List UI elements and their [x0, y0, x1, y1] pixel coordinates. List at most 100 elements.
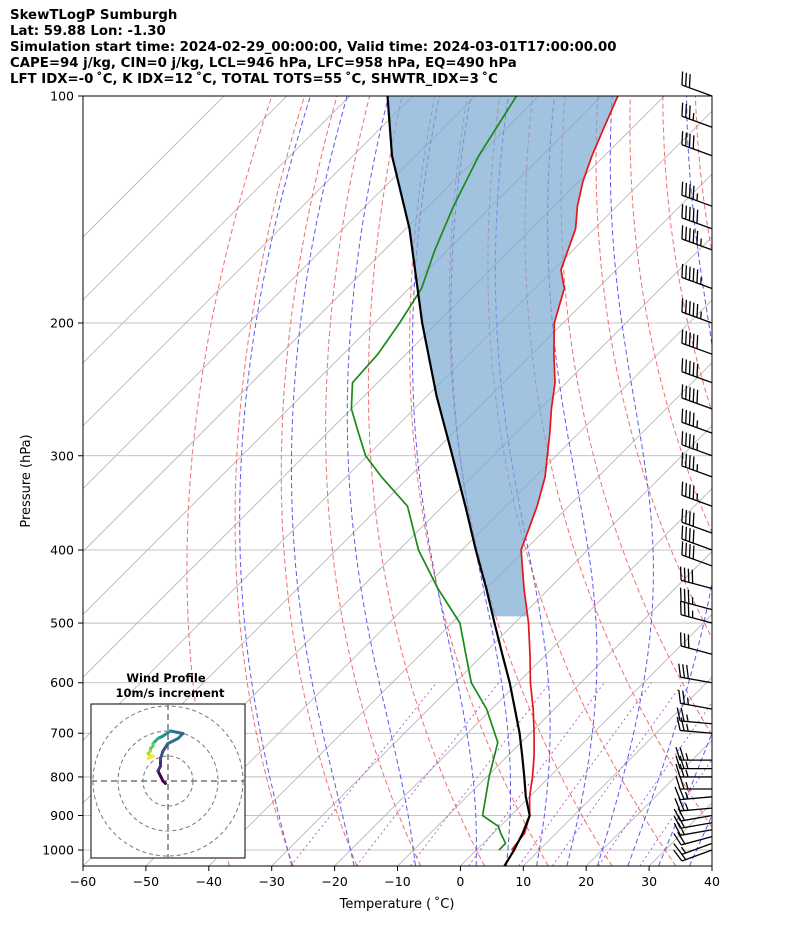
- moist-adiabat: [411, 96, 477, 866]
- x-tick-label: −50: [133, 874, 159, 889]
- wind-barb: [681, 298, 713, 324]
- wind-barb: [681, 225, 713, 251]
- wind-barb: [679, 632, 713, 655]
- inset-title: Wind Profile: [126, 671, 206, 685]
- dry-adiabat: [595, 96, 712, 640]
- isotherm-line: [271, 425, 712, 866]
- moist-adiabat: [346, 96, 416, 866]
- moist-adiabat: [658, 731, 712, 866]
- hodograph-ring: [117, 730, 219, 832]
- wind-barb: [681, 204, 713, 230]
- mixing-ratio-line: [639, 758, 712, 866]
- wind-barb: [681, 263, 713, 290]
- y-tick-label: 1000: [42, 843, 74, 858]
- temperature-profile: [510, 96, 619, 851]
- isotherm-line: [334, 488, 712, 866]
- wind-barb: [681, 525, 713, 551]
- wind-barb: [678, 663, 713, 684]
- dry-adiabat: [325, 96, 422, 866]
- wind-barb: [678, 689, 713, 710]
- station-coords: Lat: 59.88 Lon: -1.30: [10, 24, 166, 39]
- cape-indices: CAPE=94 j/kg, CIN=0 j/kg, LCL=946 hPa, L…: [10, 56, 517, 71]
- isotherm-line: [83, 96, 413, 427]
- isotherm-line: [83, 96, 225, 238]
- isotherm-line: [523, 676, 712, 866]
- x-tick-label: −20: [321, 874, 347, 889]
- y-tick-label: 400: [50, 542, 74, 557]
- dry-adiabat: [280, 96, 358, 866]
- wind-barb: [675, 755, 712, 770]
- hodograph: [91, 704, 245, 858]
- mixing-ratio-line: [468, 682, 605, 866]
- isotherm-line: [775, 96, 794, 866]
- y-tick-label: 100: [50, 89, 74, 104]
- wind-barb: [679, 587, 713, 611]
- isotherm-line: [83, 96, 476, 490]
- wind-barb: [675, 775, 712, 790]
- moist-adiabat: [290, 96, 355, 866]
- mixing-ratio-line: [551, 682, 684, 866]
- hodograph-segment: [166, 737, 180, 745]
- mixing-ratio-line: [410, 682, 550, 866]
- moist-adiabat: [239, 96, 311, 866]
- moist-adiabat: [720, 96, 794, 866]
- wind-barb: [681, 384, 713, 410]
- wind-barb: [675, 746, 712, 761]
- wind-barb: [679, 566, 713, 590]
- x-tick-label: 0: [456, 874, 464, 889]
- hodograph-inset: Wind Profile 10m/s increment: [90, 671, 246, 859]
- dry-adiabat: [761, 96, 794, 866]
- isotherm-line: [711, 865, 712, 866]
- x-tick-label: 20: [578, 874, 594, 889]
- wind-barb: [681, 71, 713, 97]
- wind-barb: [676, 707, 713, 725]
- y-tick-label: 600: [50, 675, 74, 690]
- wind-barbs: [673, 71, 713, 862]
- moist-adiabat: [627, 96, 712, 866]
- wind-barb: [681, 431, 713, 457]
- hodograph-segment: [146, 754, 155, 760]
- moist-adiabat: [547, 96, 598, 866]
- wind-barb: [681, 541, 713, 567]
- x-tick-label: −40: [196, 874, 222, 889]
- isotherm-line: [397, 550, 712, 866]
- wind-barb: [681, 408, 713, 434]
- isotherm-line: [83, 96, 351, 364]
- profile-lines: [350, 96, 619, 866]
- parcel-profile: [386, 96, 531, 866]
- y-tick-label: 200: [50, 315, 74, 330]
- moist-adiabat: [596, 96, 654, 866]
- hodograph-segment: [161, 742, 170, 753]
- y-tick-label: 300: [50, 448, 74, 463]
- cape-shading: [387, 96, 618, 617]
- inset-subtitle: 10m/s increment: [116, 686, 225, 700]
- cape-area: [387, 96, 618, 617]
- chart-title: SkewTLogP Sumburgh: [10, 8, 178, 23]
- axes: −60 −50 −40 −30 −20 −10 0 10 20 30 40 100 200 300 400 5…: [42, 89, 720, 890]
- wind-barb: [673, 842, 713, 855]
- y-tick-label: 900: [50, 808, 74, 823]
- x-tick-label: −60: [70, 874, 96, 889]
- wind-barb: [681, 481, 713, 507]
- simulation-times: Simulation start time: 2024-02-29_00:00:…: [10, 40, 617, 55]
- wind-barb: [681, 102, 713, 128]
- x-tick-label: 30: [641, 874, 657, 889]
- wind-barb: [679, 601, 713, 624]
- isotherm-line: [83, 110, 712, 741]
- mixing-ratio-line: [518, 682, 652, 866]
- hodograph-segment: [161, 729, 172, 738]
- mixing-ratio-line: [598, 701, 712, 866]
- y-axis-label: Pressure (hPa): [19, 434, 34, 527]
- dry-adiabat: [728, 96, 794, 866]
- dry-adiabat: [629, 96, 712, 534]
- isotherm-line: [648, 802, 712, 866]
- wind-barb: [681, 181, 713, 207]
- wind-barb: [681, 358, 713, 384]
- wind-barb: [681, 131, 713, 157]
- isotherm-line: [83, 96, 288, 301]
- y-tick-label: 500: [50, 616, 74, 631]
- dry-adiabat: [367, 96, 485, 866]
- isotherm-line: [208, 362, 712, 866]
- dry-adiabat: [694, 96, 712, 255]
